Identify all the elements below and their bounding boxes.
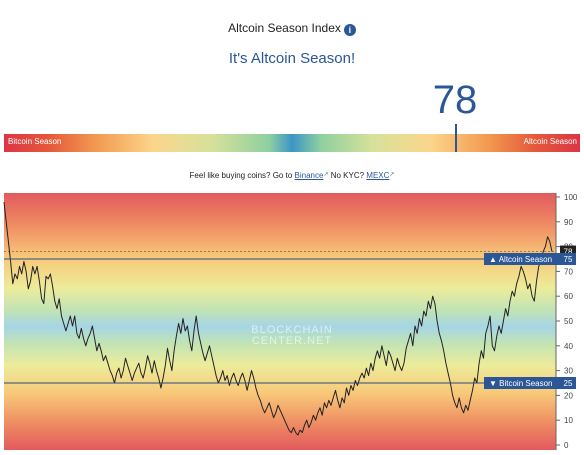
promo-middle: No KYC? <box>330 171 365 180</box>
info-icon[interactable]: i <box>343 24 356 36</box>
y-tick-label: 70 <box>564 267 573 276</box>
threshold-label: ▲ Altcoin Season <box>489 255 552 264</box>
y-tick-label: 10 <box>564 416 573 425</box>
promo-text: Feel like buying coins? Go to Binance↗ N… <box>0 171 584 180</box>
threshold-badge <box>484 377 576 389</box>
index-title: Altcoin Season Index <box>228 21 341 35</box>
y-tick-label: 20 <box>564 391 573 400</box>
y-tick-label: 100 <box>564 193 578 202</box>
gauge-label-altcoin-season: Altcoin Season <box>523 137 577 146</box>
current-value-label: 78 <box>564 248 573 257</box>
watermark-text: CENTER.NET <box>252 335 332 347</box>
threshold-value-label: 25 <box>564 379 573 388</box>
y-tick-label: 40 <box>564 342 573 351</box>
y-tick-label: 60 <box>564 292 573 301</box>
threshold-badge <box>484 253 576 265</box>
gauge-label-bitcoin-season: Bitcoin Season <box>8 137 62 146</box>
chart-background <box>4 193 556 450</box>
altcoin-index-line <box>3 201 553 436</box>
season-gauge-bar: Bitcoin Season Altcoin Season <box>4 134 580 152</box>
threshold-value-label: 75 <box>564 255 573 264</box>
index-value: 78 <box>432 78 478 122</box>
watermark-text: BLOCKCHAIN <box>251 324 333 336</box>
season-status: It's Altcoin Season! <box>228 50 356 67</box>
y-axis: 010203040506070809010078 <box>4 193 578 450</box>
y-tick-label: 90 <box>564 218 573 227</box>
index-title-row: Altcoin Season Index i <box>0 21 584 36</box>
y-tick-label: 50 <box>564 317 573 326</box>
threshold-label: ▼ Bitcoin Season <box>489 379 553 388</box>
y-tick-label: 0 <box>564 441 569 450</box>
threshold-lines: ▲ Altcoin Season 75 ▼ Bitcoin Season 25 <box>4 253 576 389</box>
external-link-icon: ↗ <box>323 172 329 178</box>
external-link-icon: ↗ <box>389 172 395 178</box>
promo-prefix: Feel like buying coins? Go to <box>189 171 293 180</box>
gauge-marker <box>455 124 457 152</box>
mexc-link[interactable]: MEXC <box>366 171 390 180</box>
binance-link[interactable]: Binance <box>294 171 324 180</box>
y-tick-label: 30 <box>564 367 573 376</box>
series <box>3 201 553 436</box>
